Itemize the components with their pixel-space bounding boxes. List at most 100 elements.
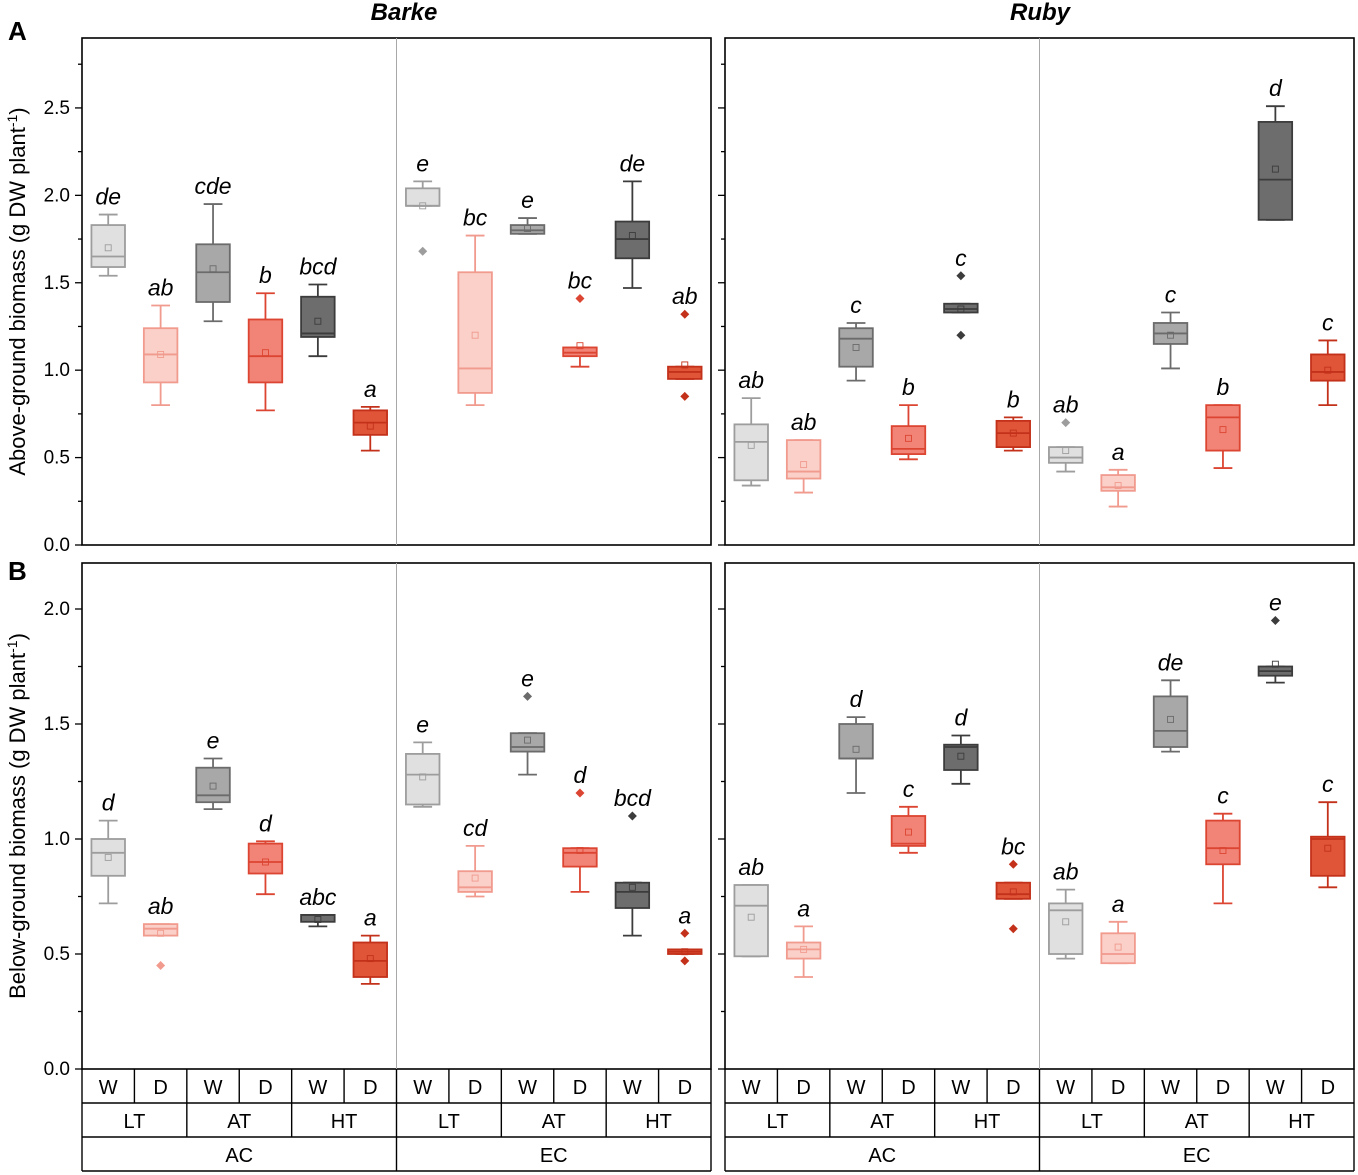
box-b-barke-4-significance-letter: d	[259, 810, 273, 836]
y-tick-label: 2.0	[44, 185, 70, 206]
box-b-ruby-4-mean-marker	[905, 828, 912, 836]
box-b-barke-7	[405, 753, 441, 806]
water-level-label: D	[363, 1077, 377, 1099]
temperature-level-label: AT	[227, 1111, 251, 1133]
box-b-ruby-7-mean-marker	[1062, 918, 1070, 926]
box-a-ruby-7-outlier	[1061, 418, 1071, 428]
water-level-label: D	[1216, 1077, 1230, 1099]
box-b-ruby-5	[943, 743, 979, 771]
box-a-ruby-8-mean-marker	[1114, 482, 1122, 490]
y-axis-label-end: )	[5, 107, 30, 114]
temperature-level-label: LT	[766, 1111, 788, 1133]
box-a-barke-10-outlier	[575, 293, 585, 303]
box-b-barke-9-mean-marker	[524, 736, 531, 744]
box-b-barke-3-mean-marker	[209, 782, 217, 790]
temperature-level-label: HT	[331, 1111, 358, 1133]
box-b-ruby-6-mean-marker	[1009, 888, 1017, 896]
box-b-barke-5	[300, 914, 336, 923]
temperature-level-label: HT	[974, 1111, 1001, 1133]
temperature-level-label: AT	[1185, 1111, 1209, 1133]
box-b-ruby-6-outlier	[1008, 859, 1018, 869]
co2-level-label: EC	[540, 1145, 568, 1167]
box-b-barke-11-outlier	[627, 811, 637, 821]
box-b-ruby-4	[890, 815, 927, 847]
box-b-ruby-1	[733, 884, 769, 958]
box-b-ruby-3	[838, 723, 874, 760]
box-a-ruby-5-significance-letter: c	[955, 245, 967, 271]
box-b-ruby-12	[1310, 835, 1346, 877]
water-level-label: D	[468, 1077, 482, 1099]
box-b-barke-11	[614, 881, 651, 909]
box-b-barke-10	[562, 847, 598, 868]
box-b-ruby-3-mean-marker	[852, 745, 860, 753]
box-b-barke-9-significance-letter: e	[521, 665, 534, 691]
co2-level-label: AC	[225, 1145, 253, 1167]
water-level-label: W	[742, 1077, 761, 1099]
box-a-ruby-5-outlier	[956, 271, 966, 281]
box-b-barke-8-mean-marker	[471, 874, 479, 882]
box-b-ruby-11-mean-marker	[1271, 660, 1279, 668]
box-b-ruby-1-significance-letter: ab	[738, 854, 764, 880]
box-b-barke-1-significance-letter: d	[102, 790, 116, 816]
water-level-label: D	[1006, 1077, 1020, 1099]
box-a-ruby-12-significance-letter: c	[1322, 309, 1334, 335]
box-a-ruby-12-mean-marker	[1324, 366, 1332, 374]
box-b-ruby-12-mean-marker	[1324, 844, 1332, 852]
box-b-barke-2-mean-marker	[157, 929, 165, 937]
box-b-ruby-7	[1048, 902, 1084, 955]
box-b-ruby-9-mean-marker	[1167, 715, 1174, 723]
temperature-level-label: LT	[1081, 1111, 1103, 1133]
box-a-barke-1	[90, 224, 126, 268]
box-a-barke-1-significance-letter: de	[95, 184, 121, 210]
box-a-ruby-9-significance-letter: c	[1165, 281, 1177, 307]
water-level-label: W	[1056, 1077, 1075, 1099]
water-level-label: D	[796, 1077, 810, 1099]
temperature-level-label: LT	[123, 1111, 145, 1133]
y-axis-label-superscript: -1	[4, 114, 20, 127]
box-b-ruby-4-significance-letter: c	[903, 776, 915, 802]
box-a-barke-8-significance-letter: bc	[463, 205, 488, 231]
box-b-barke-10-mean-marker	[576, 847, 584, 854]
box-a-barke-6-mean-marker	[366, 422, 374, 430]
water-level-label: D	[153, 1077, 167, 1099]
box-b-barke-4	[247, 842, 284, 875]
box-b-barke-12-significance-letter: a	[678, 902, 691, 928]
box-a-barke-10-significance-letter: bc	[568, 267, 593, 293]
box-a-barke-5	[300, 295, 336, 338]
box-a-barke-6-significance-letter: a	[364, 376, 377, 402]
water-level-label: W	[413, 1077, 432, 1099]
cultivar-title-ruby: Ruby	[1010, 0, 1072, 26]
cultivar-title-barke: Barke	[371, 0, 438, 26]
water-level-label: W	[623, 1077, 642, 1099]
box-a-ruby-4	[890, 425, 927, 455]
water-level-label: D	[1111, 1077, 1125, 1099]
box-b-ruby-9-significance-letter: de	[1158, 649, 1184, 675]
panel-label-b: B	[8, 556, 27, 586]
box-b-ruby-2-significance-letter: a	[797, 895, 810, 921]
box-b-barke-9-outlier	[523, 691, 533, 701]
box-b-barke-2-outlier	[156, 961, 166, 970]
box-a-ruby-7-significance-letter: ab	[1053, 392, 1079, 418]
box-b-barke-10-outlier	[575, 788, 585, 798]
box-b-barke-8	[457, 870, 493, 893]
box-a-ruby-1-mean-marker	[747, 441, 755, 449]
box-b-barke-9	[509, 732, 546, 753]
box-b-barke-6	[352, 941, 388, 978]
box-b-barke-5-significance-letter: abc	[299, 884, 337, 910]
box-b-ruby-3-significance-letter: d	[850, 686, 864, 712]
box-a-ruby-7	[1048, 446, 1084, 464]
temperature-level-label: HT	[645, 1111, 672, 1133]
box-a-ruby-12	[1310, 353, 1346, 382]
box-a-ruby-6-significance-letter: b	[1007, 386, 1020, 412]
box-a-ruby-9-mean-marker	[1167, 331, 1174, 339]
box-a-ruby-11	[1257, 121, 1294, 221]
temperature-level-label: HT	[1288, 1111, 1315, 1133]
box-b-barke-12-outlier	[680, 956, 690, 966]
box-a-barke-7-significance-letter: e	[416, 150, 429, 176]
box-a-barke-12-mean-marker	[681, 361, 689, 369]
box-b-ruby-11-significance-letter: e	[1269, 590, 1282, 616]
box-b-barke-2-significance-letter: ab	[148, 893, 174, 919]
box-b-ruby-6-significance-letter: bc	[1001, 833, 1026, 859]
box-a-barke-2-mean-marker	[157, 350, 165, 358]
